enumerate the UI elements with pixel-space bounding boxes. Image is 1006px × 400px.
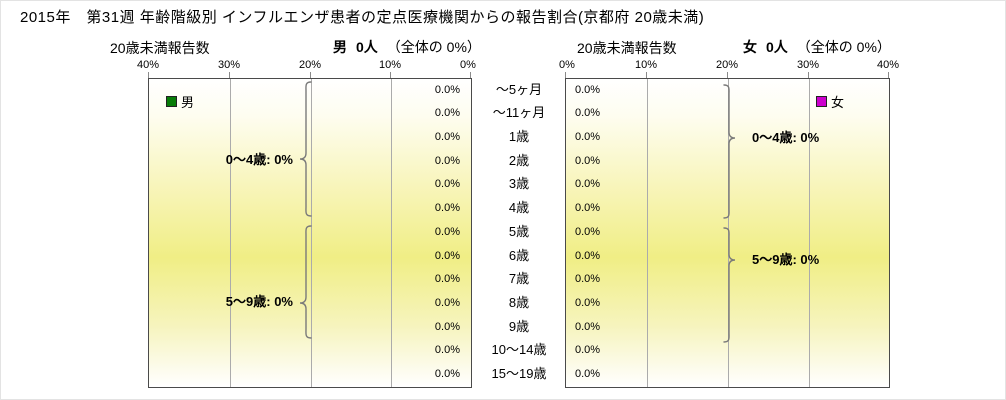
female-value: 0.0% [575,155,601,167]
female-count-value: 0人 [766,39,788,55]
female-gender-label: 女 [743,39,757,55]
axis-tick-label: 30% [796,59,820,71]
gridline-10pct [647,79,648,387]
female-value: 0.0% [575,107,601,119]
female-value: 0.0% [575,202,601,214]
axis-tick-label: 20% [298,59,322,71]
female-value: 0.0% [575,321,601,333]
gridline-20pct [311,79,312,387]
axis-tick-label: 20% [715,59,739,71]
category-label: 8歳 [508,295,530,310]
male-brace-5-9-icon [299,225,312,339]
category-label: 6歳 [508,248,530,263]
male-annotation-5-9: 5〜9歳: 0% [225,294,293,309]
male-legend: 男 [166,92,194,111]
male-value: 0.0% [434,131,460,143]
axis-tick-label: 0% [460,59,476,71]
category-label: 10〜14歳 [491,342,547,357]
category-label: 4歳 [508,200,530,215]
axis-tickmark [470,72,471,78]
female-brace-0-4-icon [723,84,736,219]
male-value: 0.0% [434,344,460,356]
female-summary: 女 0人 （全体の 0%） [743,37,891,57]
male-plot-area [148,78,472,388]
axis-tickmark [310,72,311,78]
male-legend-label: 男 [181,95,195,110]
axis-tickmark [229,72,230,78]
female-value: 0.0% [575,273,601,285]
axis-tick-label: 40% [136,59,160,71]
axis-tick-label: 0% [559,59,575,71]
male-value: 0.0% [434,107,460,119]
axis-tickmark [565,72,566,78]
axis-tick-label: 10% [634,59,658,71]
male-value: 0.0% [434,178,460,190]
category-label: 5歳 [508,224,530,239]
male-value: 0.0% [434,321,460,333]
male-value: 0.0% [434,368,460,380]
male-value: 0.0% [434,273,460,285]
axis-tickmark [646,72,647,78]
male-legend-swatch-icon [166,96,177,107]
female-brace-5-9-icon [723,227,736,343]
category-label: 〜11ヶ月 [492,105,546,120]
female-annotation-5-9: 5〜9歳: 0% [752,252,820,267]
gridline-30pct [809,79,810,387]
female-value: 0.0% [575,344,601,356]
male-value: 0.0% [434,84,460,96]
female-legend-swatch-icon [816,96,827,107]
axis-tickmark [808,72,809,78]
axis-tick-label: 40% [876,59,900,71]
male-value: 0.0% [434,155,460,167]
axis-tickmark [727,72,728,78]
male-value: 0.0% [434,202,460,214]
category-label: 〜5ヶ月 [495,82,543,97]
male-annotation-0-4: 0〜4歳: 0% [225,152,293,167]
gridline-10pct [391,79,392,387]
category-label: 9歳 [508,319,530,334]
axis-tickmark [390,72,391,78]
category-label: 7歳 [508,271,530,286]
female-value: 0.0% [575,250,601,262]
female-value: 0.0% [575,368,601,380]
male-brace-0-4-icon [299,81,312,217]
category-label: 3歳 [508,176,530,191]
male-gender-label: 男 [333,39,347,55]
axis-tick-label: 30% [217,59,241,71]
female-legend-label: 女 [831,95,845,110]
female-value: 0.0% [575,131,601,143]
female-value: 0.0% [575,226,601,238]
category-label: 1歳 [508,129,530,144]
axis-tick-label: 10% [378,59,402,71]
female-share-label: （全体の 0%） [796,39,891,55]
gridline-30pct [230,79,231,387]
female-value: 0.0% [575,84,601,96]
axis-tickmark [148,72,149,78]
female-legend: 女 [816,92,844,111]
female-report-count-label: 20歳未満報告数 [577,40,677,56]
male-value: 0.0% [434,250,460,262]
male-value: 0.0% [434,297,460,309]
male-summary: 男 0人 （全体の 0%） [333,37,481,57]
chart-title: 2015年 第31週 年齢階級別 インフルエンザ患者の定点医療機関からの報告割合… [20,9,705,26]
category-label: 15〜19歳 [491,366,547,381]
male-report-count-label: 20歳未満報告数 [110,40,210,56]
category-label: 2歳 [508,153,530,168]
female-annotation-0-4: 0〜4歳: 0% [752,130,820,145]
female-value: 0.0% [575,297,601,309]
axis-tickmark [888,72,889,78]
male-share-label: （全体の 0%） [386,39,481,55]
male-value: 0.0% [434,226,460,238]
male-count-value: 0人 [356,39,378,55]
female-value: 0.0% [575,178,601,190]
female-plot-area [565,78,890,388]
